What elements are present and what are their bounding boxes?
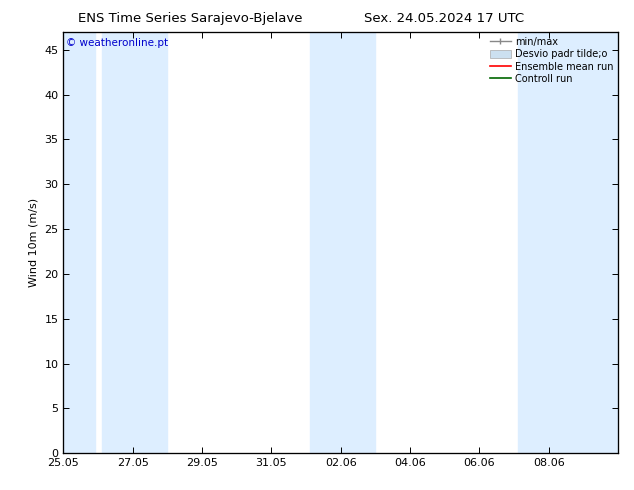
Text: ENS Time Series Sarajevo-Bjelave: ENS Time Series Sarajevo-Bjelave: [78, 12, 302, 25]
Y-axis label: Wind 10m (m/s): Wind 10m (m/s): [29, 198, 39, 287]
Text: Sex. 24.05.2024 17 UTC: Sex. 24.05.2024 17 UTC: [364, 12, 524, 25]
Legend: min/max, Desvio padr tilde;o, Ensemble mean run, Controll run: min/max, Desvio padr tilde;o, Ensemble m…: [489, 37, 613, 84]
Text: © weatheronline.pt: © weatheronline.pt: [66, 38, 168, 48]
Bar: [101, 32, 167, 453]
Bar: [309, 32, 375, 453]
Bar: [63, 32, 94, 453]
Bar: [517, 32, 618, 453]
